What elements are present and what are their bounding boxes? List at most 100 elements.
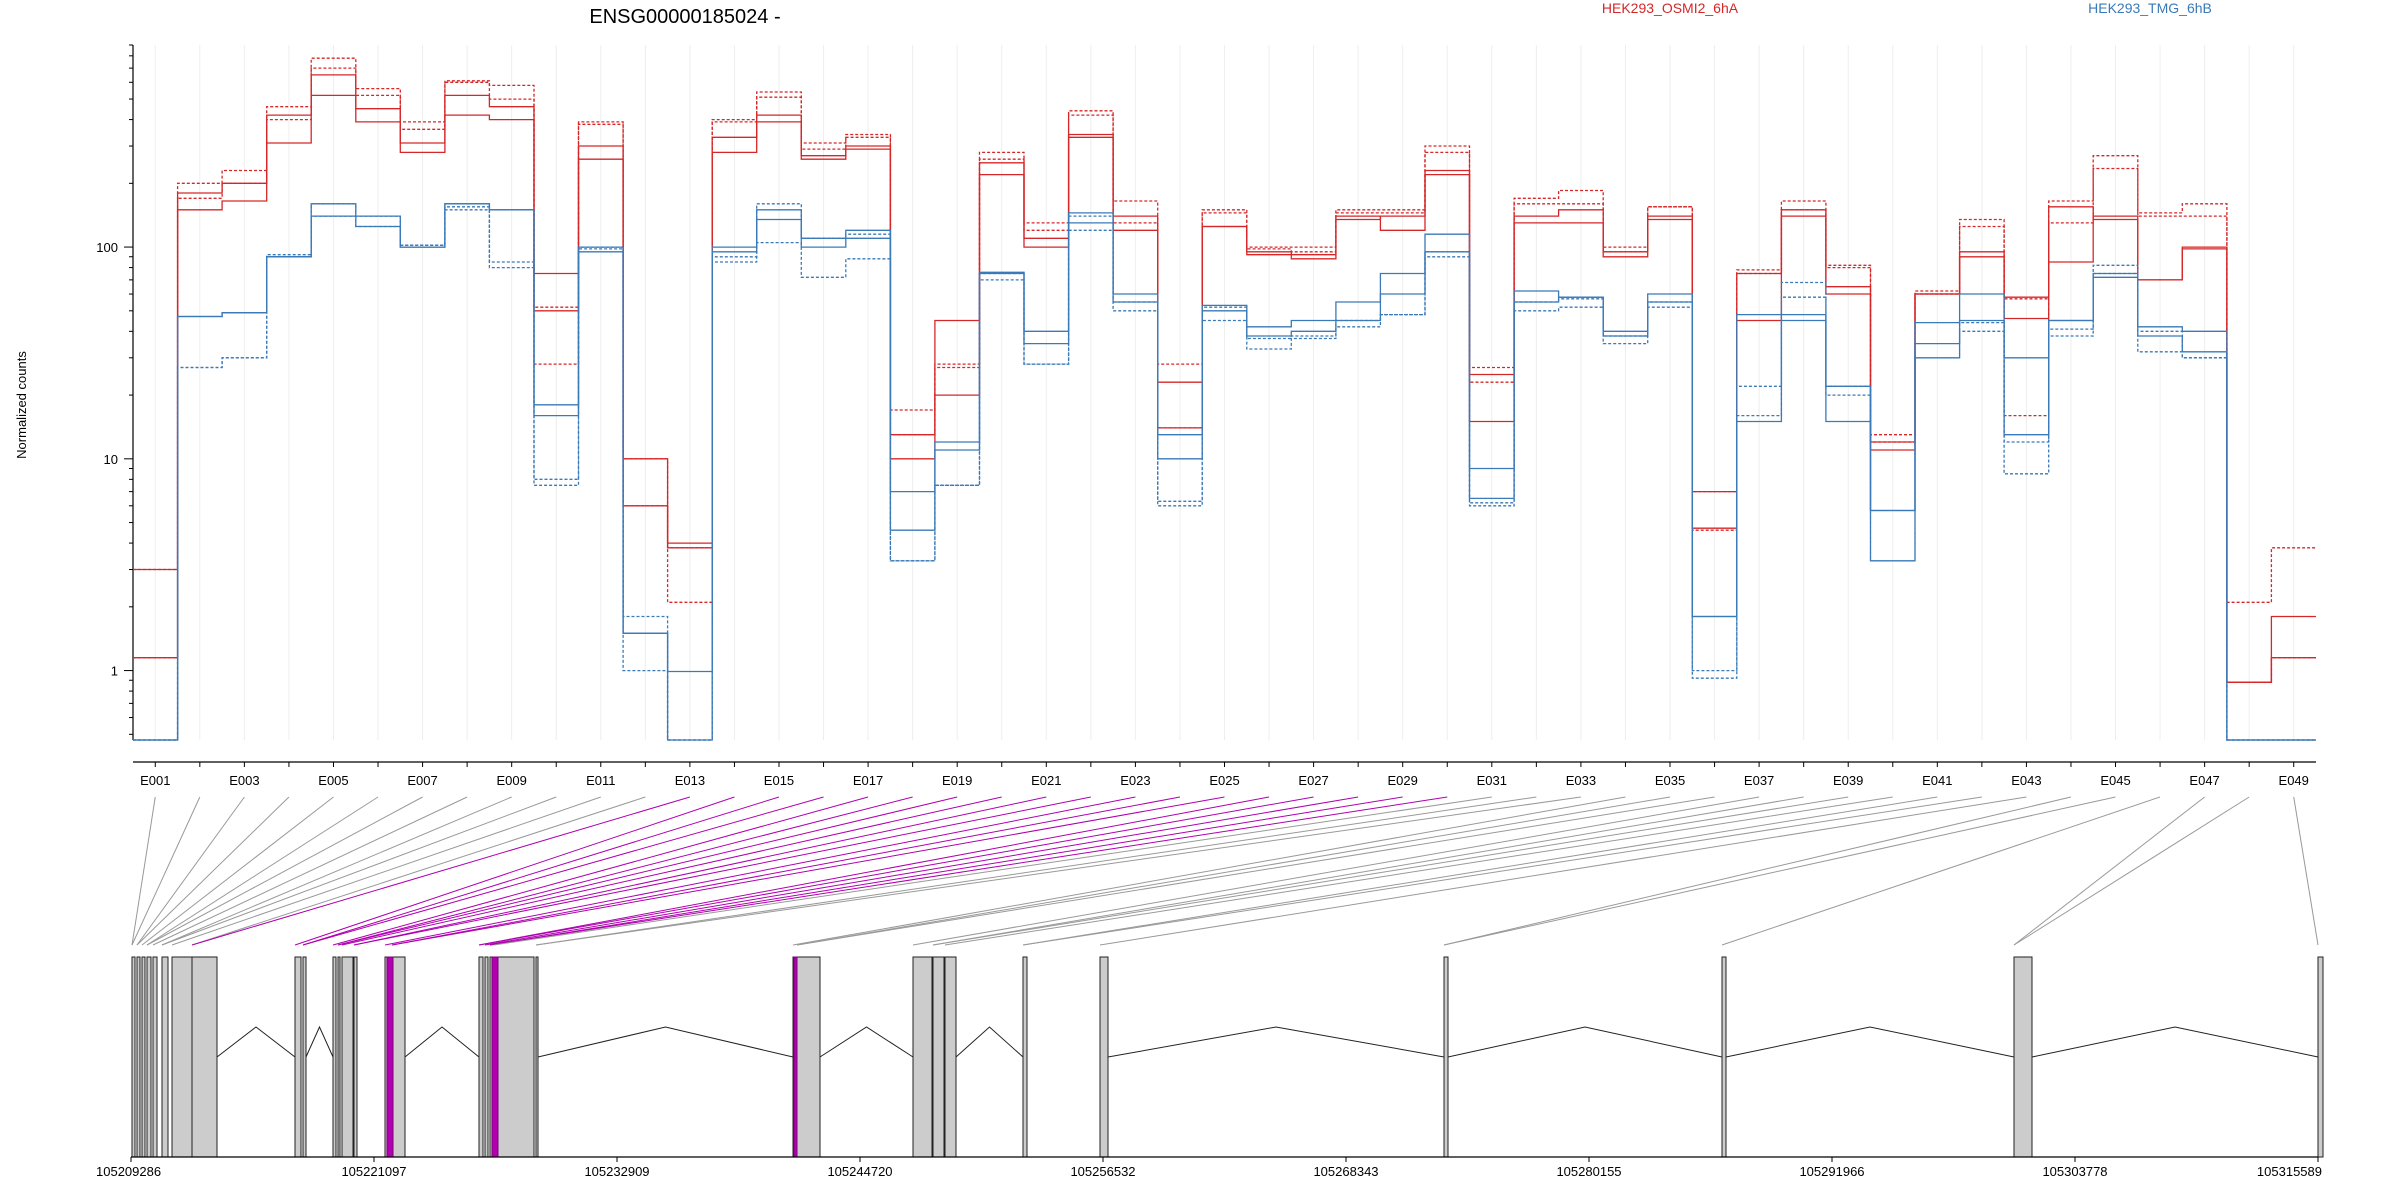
genome-coordinate-label: 105280155 [1556,1164,1621,1179]
exon-connector-line-highlighted [191,796,691,946]
exon-block [191,956,218,1158]
exon-block [136,956,141,1158]
exon-block [1099,956,1109,1158]
highlighted-exon-block [793,956,798,1158]
exon-block [302,956,307,1158]
x-tick-label: E047 [2189,773,2219,788]
exon-connector-line [796,796,1715,946]
exon-block [2317,956,2324,1158]
series-line-blue-8 [133,203,2316,741]
x-axis-ticks: E001 E003 E005 E007 E009 E011 E013 E015 E017 E019… [140,762,2309,788]
intron-line [2031,1026,2319,1058]
x-tick-label: E039 [1833,773,1863,788]
x-tick-label: E023 [1120,773,1150,788]
genome-coordinate-labels: 105209286 105221097 105232909 105244720 1052… [96,1157,2322,1179]
genome-coordinate-label: 105291966 [1799,1164,1864,1179]
exon-block [341,956,354,1158]
exon-block [796,956,821,1158]
exon-connector-line [136,796,290,946]
exon-connector-line [131,796,201,946]
exon-connector-line-highlighted [484,796,1359,946]
exon-block [912,956,933,1158]
y-axis-label: Normalized counts [14,351,29,459]
series-lines [133,57,2316,741]
intron-line [1725,1026,2015,1058]
exon-block [294,956,302,1158]
exon-connector-line-highlighted [337,796,958,946]
x-tick-label: E025 [1209,773,1239,788]
exon-connector-line [1443,796,2072,946]
x-tick-label: E049 [2279,773,2309,788]
intron-line [1447,1026,1723,1058]
exon-connector-line-highlighted [341,796,1002,946]
exon-block [535,956,539,1158]
exon-block [932,956,945,1158]
exon-connector-line [191,796,646,946]
series-line-blue-7 [133,209,2316,741]
exon-connector-line [912,796,1760,946]
x-tick-label: E029 [1388,773,1418,788]
genome-coordinate-label: 105268343 [1313,1164,1378,1179]
x-tick-label: E009 [496,773,526,788]
exon-connector-line [535,796,1537,946]
exon-block [152,956,158,1158]
exon-connector-line-highlighted [337,796,913,946]
exon-connector-line [152,796,468,946]
x-tick-label: E003 [229,773,259,788]
exon-block [493,956,535,1158]
exon-connector-line [146,796,423,946]
exon-connector-line [141,796,334,946]
genome-coordinate-label: 105209286 [96,1164,161,1179]
x-tick-label: E031 [1477,773,1507,788]
x-tick-label: E021 [1031,773,1061,788]
exon-gridlines [154,45,2295,740]
chart-title: ENSG00000185024 - [589,6,780,28]
exon-block [478,956,484,1158]
exon-block [1022,956,1028,1158]
legend-entry-osmi2: HEK293_OSMI2_6hA [1602,0,1739,16]
x-tick-label: E045 [2100,773,2130,788]
exon-block [332,956,337,1158]
exon-connector-line [932,796,1804,946]
exon-connector-line-highlighted [489,796,1448,946]
exon-block [944,956,957,1158]
exon-block [391,956,406,1158]
exon-connector-line-highlighted [478,796,1270,946]
genome-coordinate-label: 105221097 [341,1164,406,1179]
x-tick-label: E033 [1566,773,1596,788]
exon-connector-line-highlighted [489,796,1403,946]
exon-connector-line [2013,796,2250,946]
exon-connector-line [171,796,601,946]
exon-block [141,956,146,1158]
series-line-red-4 [133,67,2316,683]
exon-block [131,956,136,1158]
exon-connector-line [2013,796,2205,946]
genome-coordinate-label: 105232909 [584,1164,649,1179]
exon-block [1721,956,1727,1158]
intron-line [819,1026,914,1058]
x-tick-label: E027 [1298,773,1328,788]
exon-connector-line-highlighted [384,796,1136,946]
x-tick-label: E013 [675,773,705,788]
exon-connector-line [146,796,379,946]
legend-entry-tmg: HEK293_TMG_6hB [2088,0,2212,16]
exon-connector-line [1022,796,1938,946]
exon-block [1443,956,1449,1158]
x-tick-label: E019 [942,773,972,788]
intron-line [404,1026,480,1058]
intron-line [955,1026,1024,1058]
exon-block [146,956,152,1158]
exon-connector-line-highlighted [302,796,824,946]
exon-connector-line [1099,796,2027,946]
exon-connector-line [2293,796,2319,946]
exon-connector-line-highlighted [332,796,869,946]
exon-connector-line [131,796,156,946]
intron-line [216,1026,296,1058]
x-tick-label: E011 [586,773,615,788]
y-tick-label: 100 [96,240,118,255]
y-tick-label: 1 [111,664,118,679]
x-tick-label: E035 [1655,773,1685,788]
exon-connector-lines [131,796,2319,946]
exon-block [171,956,193,1158]
x-tick-label: E017 [853,773,883,788]
